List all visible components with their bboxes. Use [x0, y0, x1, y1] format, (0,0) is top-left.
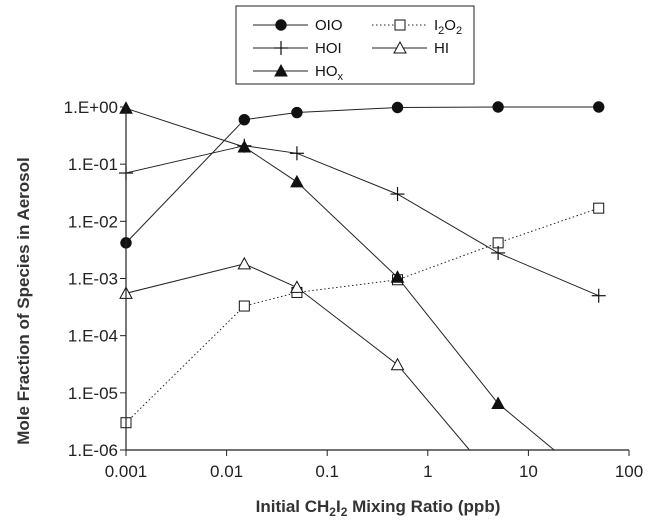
legend-items: OIO I2O2 HOI HI HOx [253, 17, 462, 83]
series-hox [119, 101, 555, 450]
x-axis-title-part: Mixing Ratio (ppb) [347, 497, 500, 516]
x-axis-title-part: I [336, 497, 341, 516]
legend-marker-oio [275, 19, 287, 31]
legend-marker-hi [393, 40, 407, 54]
y-tick-label: 1.E-06 [68, 441, 118, 460]
x-tick-label: 10 [519, 462, 538, 481]
data-point-oio [291, 106, 303, 119]
legend-label-oio: OIO [315, 17, 343, 34]
data-point-hi [290, 280, 304, 293]
data-point-hox [237, 139, 252, 153]
y-tick-label: 1.E-05 [68, 384, 118, 403]
y-tick-label: 1.E-04 [68, 327, 118, 346]
data-point-hox [491, 396, 505, 410]
legend-item-hox: HOx [253, 63, 344, 83]
series-oio [120, 101, 605, 249]
y-tick-label: 1.E-02 [68, 212, 118, 231]
x-tick-label: 1 [423, 462, 432, 481]
data-point-i2o2 [238, 300, 250, 312]
plot-area [119, 101, 606, 450]
data-point-oio [391, 101, 404, 114]
series-line-hox [126, 107, 555, 450]
data-point-hoi [591, 288, 606, 303]
x-tick-label: 0.001 [105, 462, 148, 481]
x-axis-title-subscript: 2 [329, 505, 336, 519]
data-point-hi [237, 256, 252, 270]
series-line-hoi [126, 145, 599, 297]
data-point-oio [492, 101, 504, 113]
y-tick-label: 1.E+00 [64, 98, 118, 117]
legend-marker-i2o2 [394, 19, 406, 31]
legend-item-oio: OIO [253, 17, 343, 34]
x-tick-label: 0.01 [210, 462, 243, 481]
legend-label-hi: HI [434, 40, 449, 57]
y-axis-title: Mole Fraction of Species in Aerosol [14, 157, 33, 444]
series-hi [119, 256, 470, 450]
x-axis-title: Initial CH2I2 Mixing Ratio (ppb) [256, 497, 501, 519]
series-line-oio [126, 106, 599, 244]
legend-marker-hoi [274, 41, 288, 55]
data-point-hoi [289, 146, 304, 161]
legend-label-hoi: HOI [315, 40, 342, 57]
legend-item-hoi: HOI [253, 40, 342, 57]
series-hoi [119, 138, 606, 303]
data-point-oio [593, 101, 605, 113]
series-line-i2o2 [126, 207, 599, 424]
x-axis-title-subscript: 2 [341, 505, 348, 519]
x-axis-title-part: Initial CH [256, 497, 330, 516]
x-tick-label: 100 [615, 462, 643, 481]
axes: 1.E-06 1.E-05 1.E-04 1.E-03 1.E-02 1.E-01 1.E+… [64, 98, 644, 481]
data-point-hi [390, 357, 405, 371]
legend-label-hox: HOx [315, 63, 344, 83]
legend-label-i2o2: I2O2 [434, 17, 462, 37]
legend: OIO I2O2 HOI HI HOx [235, 5, 475, 85]
y-tick-label: 1.E-03 [68, 270, 118, 289]
data-point-oio [238, 113, 251, 126]
series-i2o2 [120, 202, 605, 429]
data-point-hox [390, 270, 405, 283]
y-tick-label: 1.E-01 [68, 155, 118, 174]
data-point-hoi [390, 187, 405, 202]
legend-item-i2o2: I2O2 [372, 17, 462, 37]
legend-item-hi: HI [372, 40, 449, 57]
data-point-hoi [491, 245, 506, 260]
data-point-i2o2 [593, 202, 605, 214]
legend-marker-hox [274, 63, 288, 77]
data-point-hox [290, 174, 304, 188]
x-tick-label: 0.1 [315, 462, 339, 481]
